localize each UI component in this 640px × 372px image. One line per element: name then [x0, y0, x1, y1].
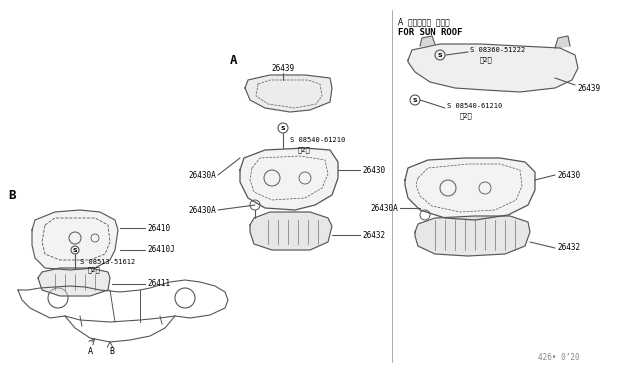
Text: （2）: （2） [480, 57, 493, 63]
Polygon shape [38, 268, 110, 296]
Text: 26411: 26411 [147, 279, 170, 289]
Text: A: A [88, 347, 93, 356]
Text: 26430A: 26430A [188, 170, 216, 180]
Text: 26410: 26410 [147, 224, 170, 232]
Polygon shape [32, 210, 118, 270]
Polygon shape [420, 36, 435, 46]
Text: S 08540-61210: S 08540-61210 [447, 103, 502, 109]
Text: S: S [438, 52, 442, 58]
Polygon shape [250, 212, 332, 250]
Polygon shape [245, 75, 332, 112]
Text: A  サンルーフ  シヨウ: A サンルーフ シヨウ [398, 17, 450, 26]
Text: 26432: 26432 [557, 244, 580, 253]
Text: 26439: 26439 [271, 64, 294, 73]
Text: 26410J: 26410J [147, 246, 175, 254]
Polygon shape [415, 216, 530, 256]
Text: 26430A: 26430A [371, 203, 398, 212]
Text: B: B [109, 347, 115, 356]
Text: 426• 0’20: 426• 0’20 [538, 353, 580, 362]
Text: 26432: 26432 [362, 231, 385, 240]
Polygon shape [405, 158, 535, 220]
Text: （2）: （2） [298, 147, 311, 153]
Text: S: S [281, 125, 285, 131]
Text: B: B [8, 189, 15, 202]
Text: S 08513-51612: S 08513-51612 [80, 259, 135, 265]
Text: 26430: 26430 [557, 170, 580, 180]
Text: （2）: （2） [460, 113, 473, 119]
Text: 26430: 26430 [362, 166, 385, 174]
Text: FOR SUN ROOF: FOR SUN ROOF [398, 28, 463, 36]
Polygon shape [555, 36, 570, 48]
Text: A: A [230, 54, 237, 67]
Text: 26430A: 26430A [188, 205, 216, 215]
Text: S 08360-51222: S 08360-51222 [470, 47, 525, 53]
Text: S: S [73, 247, 77, 253]
Polygon shape [240, 148, 338, 210]
Polygon shape [408, 44, 578, 92]
Text: 26439: 26439 [577, 83, 600, 93]
Text: S 08540-61210: S 08540-61210 [290, 137, 345, 143]
Text: S: S [413, 97, 417, 103]
Text: （2）: （2） [88, 267, 100, 273]
